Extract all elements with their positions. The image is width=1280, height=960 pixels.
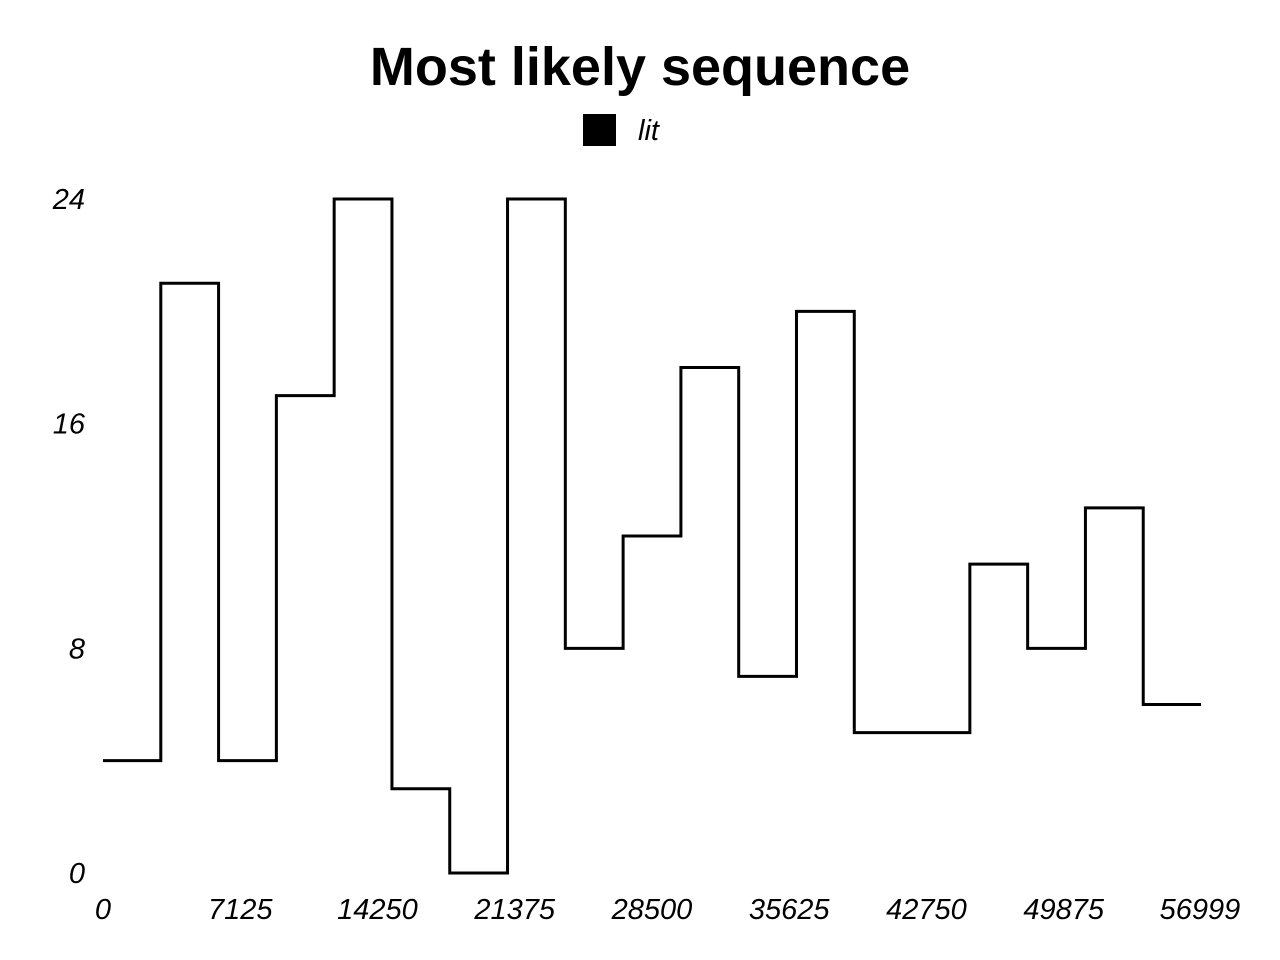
x-tick-label: 28500: [611, 894, 693, 926]
chart-title: Most likely sequence: [370, 37, 910, 97]
x-tick-label: 35625: [749, 894, 831, 926]
x-axis-ticks: 0 7125 14250 21375 28500 35625 42750 49875 56999: [95, 894, 1240, 926]
x-tick-label: 42750: [886, 894, 967, 926]
series-layer: [103, 197, 1202, 875]
y-tick-label: 8: [69, 633, 85, 665]
x-tick-label: 14250: [337, 894, 418, 926]
x-tick-label: 0: [95, 894, 111, 926]
legend: lit: [583, 114, 661, 147]
y-tick-label: 0: [69, 858, 85, 890]
x-tick-label: 7125: [208, 894, 273, 926]
x-tick-label: 49875: [1023, 894, 1105, 926]
y-axis-ticks: 0 8 16 24: [52, 184, 86, 890]
y-tick-label: 16: [53, 409, 86, 441]
series-line-lit: [103, 197, 1202, 875]
legend-swatch-lit: [583, 114, 616, 146]
legend-label-lit: lit: [638, 115, 661, 147]
x-tick-label: 21375: [473, 894, 556, 926]
y-tick-label: 24: [52, 184, 85, 216]
x-tick-label: 56999: [1160, 894, 1241, 926]
